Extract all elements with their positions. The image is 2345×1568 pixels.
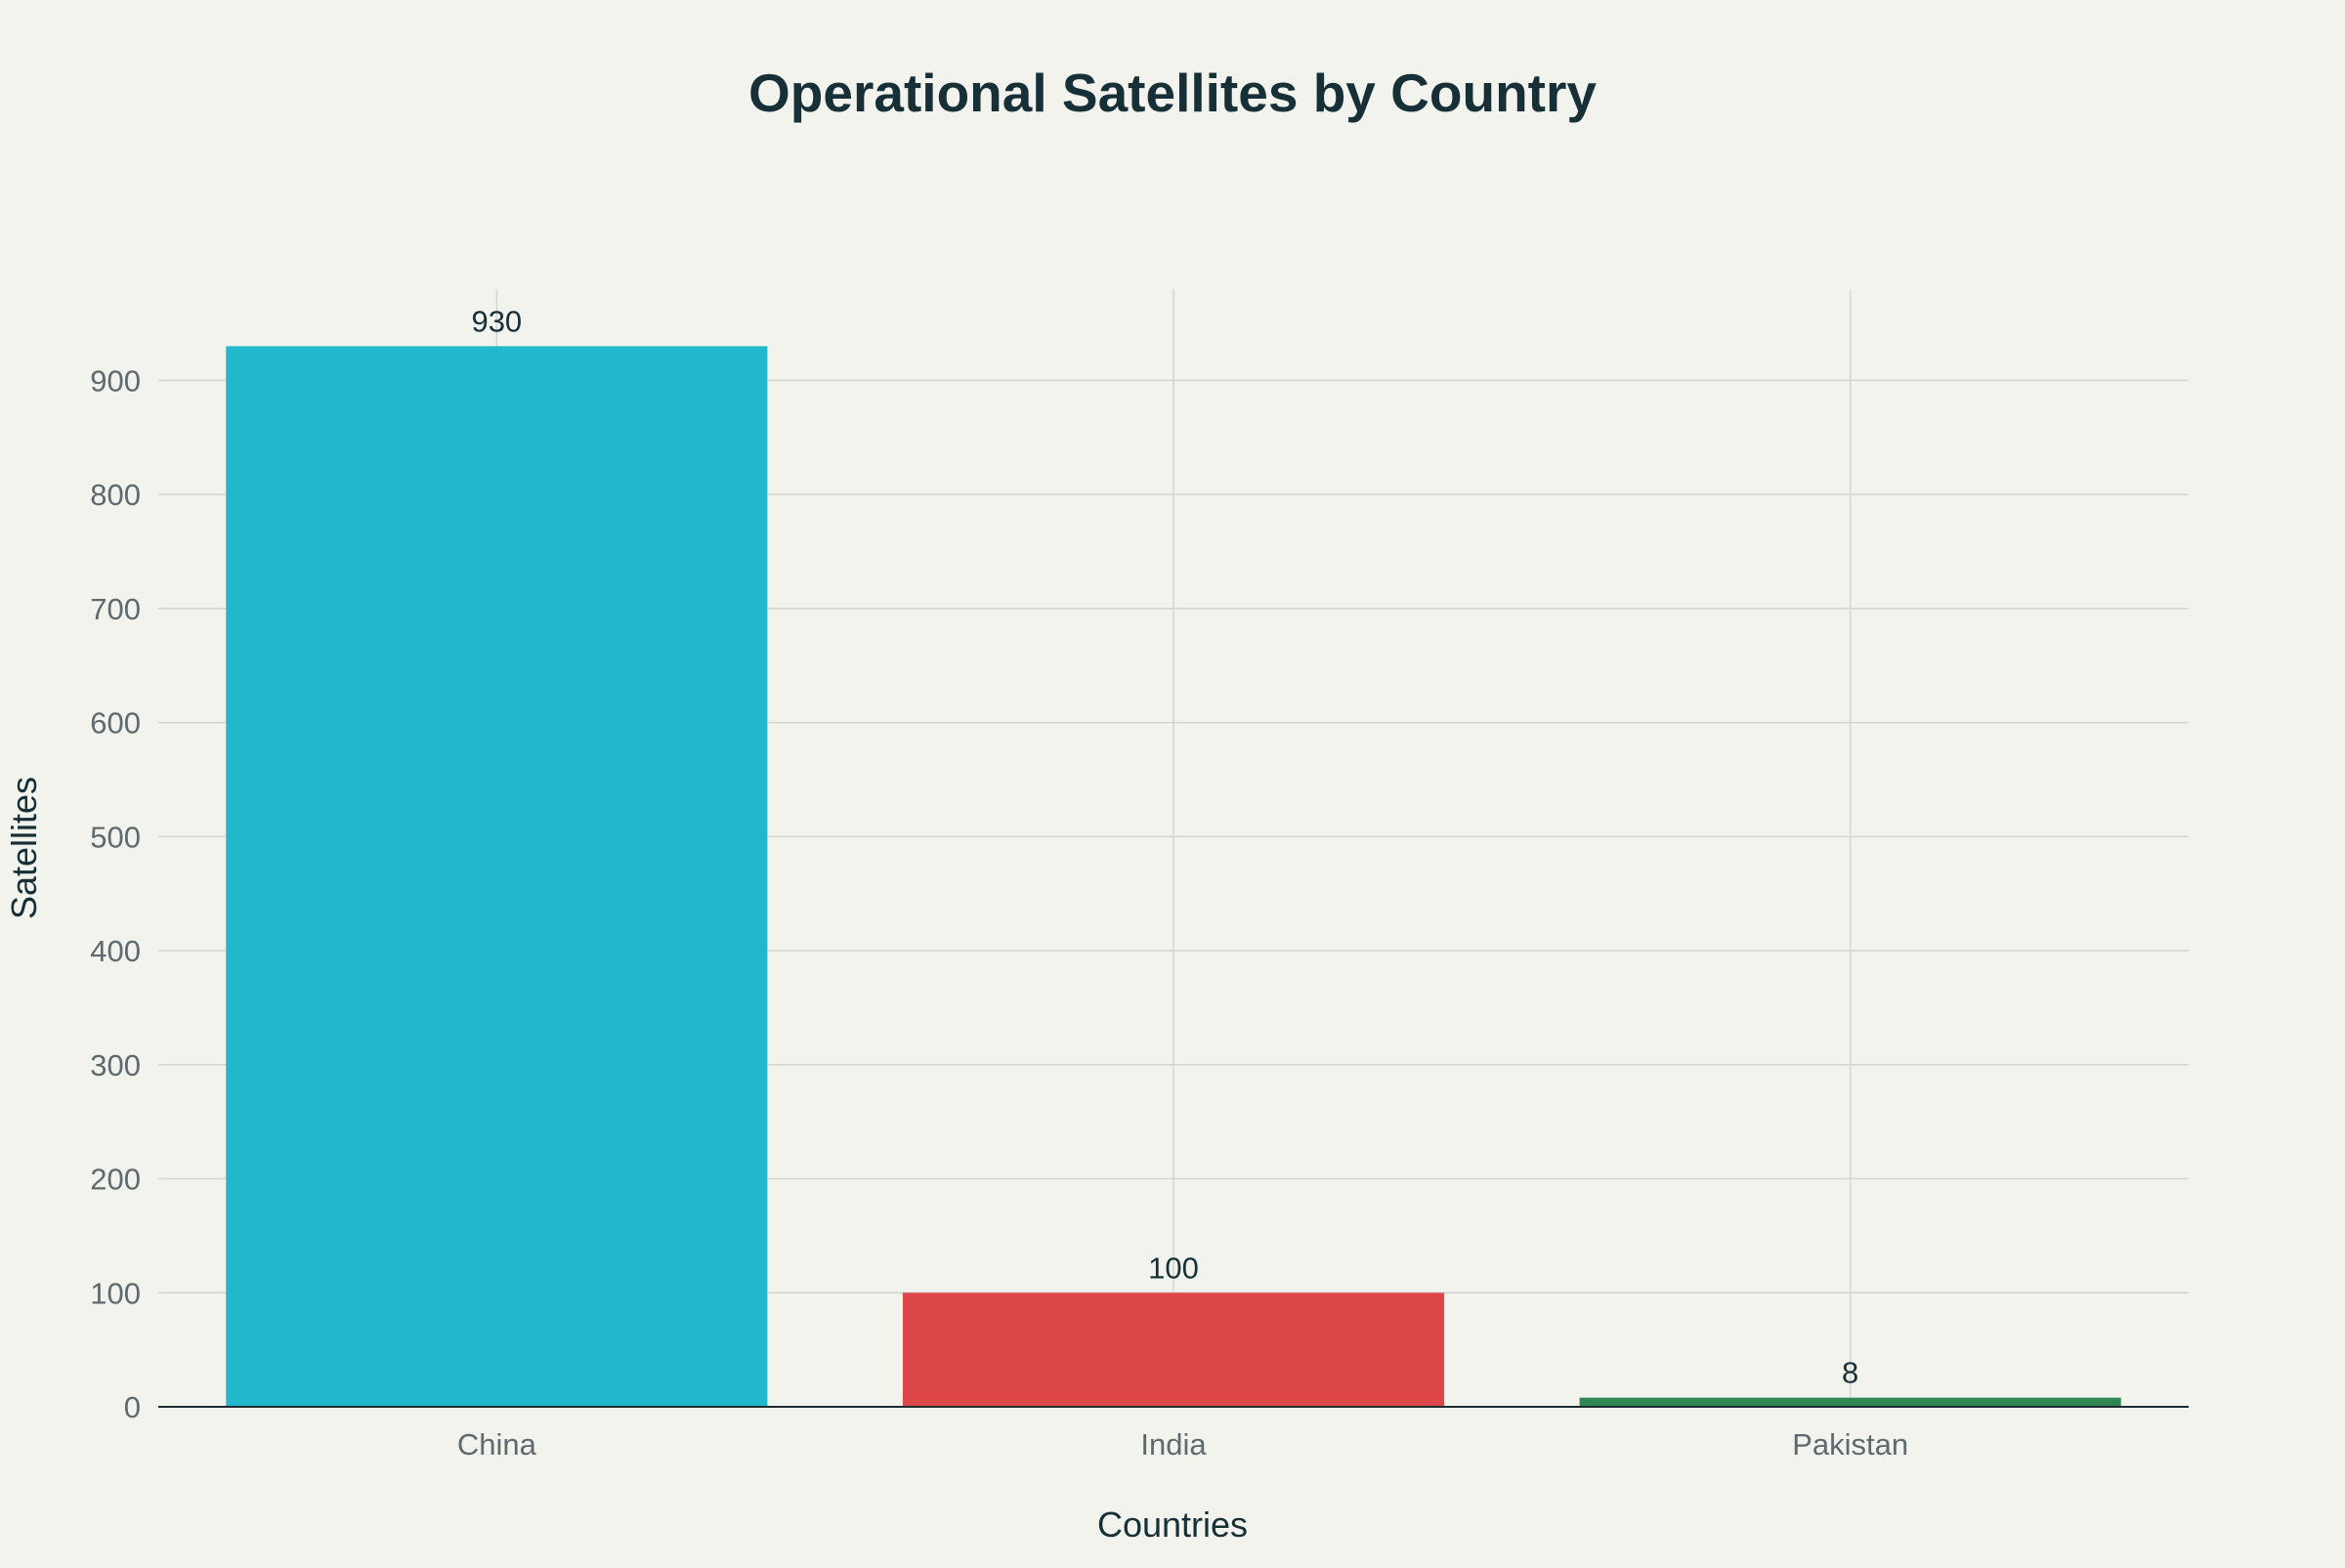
y-tick-label: 900 <box>90 363 141 398</box>
data-labels: 930 100 8 <box>471 304 1858 1389</box>
y-tick-label: 800 <box>90 478 141 512</box>
y-tick-label: 0 <box>124 1390 141 1424</box>
y-tick-label: 500 <box>90 820 141 854</box>
y-tick-label: 700 <box>90 592 141 626</box>
x-axis-title: Countries <box>1097 1504 1248 1545</box>
y-axis-title: Satellites <box>4 777 44 919</box>
x-tick-label: China <box>457 1427 537 1462</box>
y-tick-label: 600 <box>90 706 141 741</box>
bar-pakistan[interactable] <box>1579 1397 2121 1407</box>
bars <box>226 346 2121 1408</box>
y-tick-label: 400 <box>90 934 141 968</box>
data-label: 930 <box>471 304 522 338</box>
bar-china[interactable] <box>226 346 768 1408</box>
y-tick-label: 200 <box>90 1163 141 1197</box>
bar-india[interactable] <box>902 1293 1445 1407</box>
data-label: 100 <box>1148 1250 1199 1285</box>
x-tick-label: India <box>1140 1427 1207 1462</box>
y-tick-label: 300 <box>90 1048 141 1082</box>
chart-title: Operational Satellites by Country <box>748 63 1597 123</box>
data-label: 8 <box>1842 1356 1858 1390</box>
x-tick-label: Pakistan <box>1792 1427 1908 1462</box>
x-axis-ticks: China India Pakistan <box>158 1406 2189 1462</box>
y-tick-label: 100 <box>90 1276 141 1310</box>
y-axis-ticks: 0 100 200 300 400 500 600 700 800 900 <box>90 363 141 1424</box>
